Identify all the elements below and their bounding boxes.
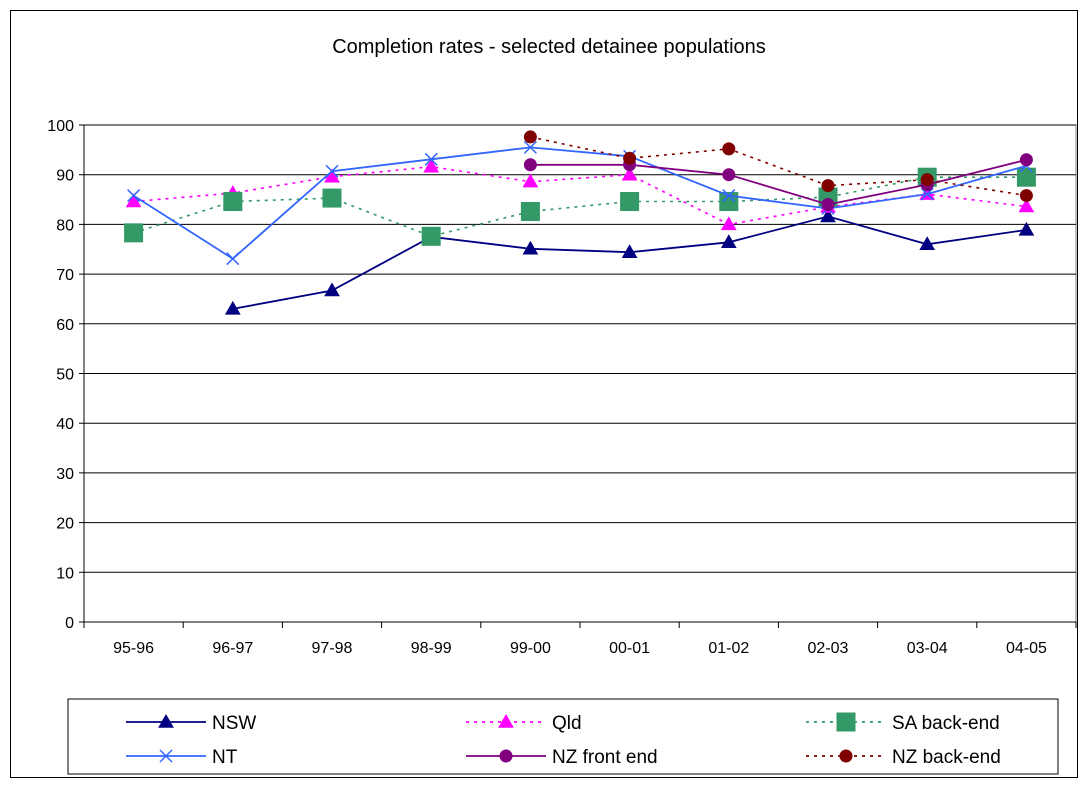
legend-marker [158,713,174,728]
data-point [523,158,537,172]
chart-area: Completion rates - selected detainee pop… [10,10,1078,778]
data-point [621,166,638,181]
legend-marker [159,749,173,763]
y-tick-label: 100 [47,118,74,135]
x-tick-label: 02-03 [808,640,849,657]
y-tick-label: 90 [56,168,74,185]
data-point [522,240,539,255]
legend-marker [499,749,513,763]
y-tick-label: 70 [56,267,74,284]
legend-label: SA back-end [892,713,1000,734]
x-tick-label: 01-02 [708,640,749,657]
legend-marker [498,713,514,728]
legend-frame [67,698,1059,775]
data-point [722,142,736,156]
data-point [722,189,736,203]
x-tick-label: 97-98 [312,640,353,657]
legend-label: NSW [212,713,256,734]
x-tick-label: 03-04 [907,640,948,657]
legend-marker [839,749,853,763]
series-line-4 [530,158,1027,206]
data-point [324,168,340,183]
y-tick-label: 20 [56,516,74,533]
data-point [522,173,539,188]
x-tick-label: 95-96 [113,640,154,657]
legend-label: NZ front end [552,747,658,768]
x-tick-label: 98-99 [411,640,452,657]
data-point [1019,189,1033,203]
legend: NSW Qld SA back-end NT NZ front end NZ back-e… [67,698,1059,775]
series-line-1 [133,165,1027,226]
y-tick-label: 80 [56,217,74,234]
data-point [821,179,835,193]
data-point [820,208,836,223]
legend-label: NZ back-end [892,747,1001,768]
series-line-3 [133,146,1027,260]
data-point [523,130,537,144]
data-point [722,168,736,182]
y-tick-label: 30 [56,466,74,483]
data-point [523,140,537,154]
y-tick-label: 40 [56,416,74,433]
chart-title: Completion rates - selected detainee pop… [332,36,766,58]
data-point [127,189,141,203]
data-point [720,234,737,249]
data-point [226,252,240,266]
data-point [1016,167,1036,187]
data-point [423,158,440,173]
legend-label: Qld [552,713,582,734]
legend-marker [836,712,856,732]
data-point [720,216,737,231]
x-tick-label: 04-05 [1006,640,1047,657]
data-point [421,226,441,246]
data-point [920,173,934,187]
data-point [324,282,340,297]
data-point [821,198,835,212]
chart-svg: Completion rates - selected detainee pop… [47,36,1077,775]
data-point [1018,221,1035,236]
plot-area: 0 10 20 30 40 50 60 70 80 90 100 95-96 96-97 97-98 98-… [47,118,1077,657]
data-point [325,164,339,178]
series-line-2 [133,176,1027,238]
data-point [623,151,637,165]
data-point [223,192,243,212]
series-line-0 [232,215,1027,310]
y-tick-label: 0 [65,615,74,632]
data-point [920,187,934,201]
data-point [620,192,640,212]
data-point [322,188,342,208]
data-point [1019,153,1033,167]
data-point [224,300,241,315]
x-tick-label: 96-97 [212,640,253,657]
y-tick-label: 50 [56,367,74,384]
x-tick-label: 99-00 [510,640,551,657]
data-point [621,244,638,258]
data-point [125,193,142,208]
data-point [1018,198,1035,213]
data-point [919,236,936,251]
data-point [124,223,144,243]
y-tick-label: 10 [56,565,74,582]
data-point [520,201,540,221]
x-tick-label: 00-01 [609,640,650,657]
legend-label: NT [212,747,238,768]
y-tick-label: 60 [56,317,74,334]
data-point [424,152,438,166]
